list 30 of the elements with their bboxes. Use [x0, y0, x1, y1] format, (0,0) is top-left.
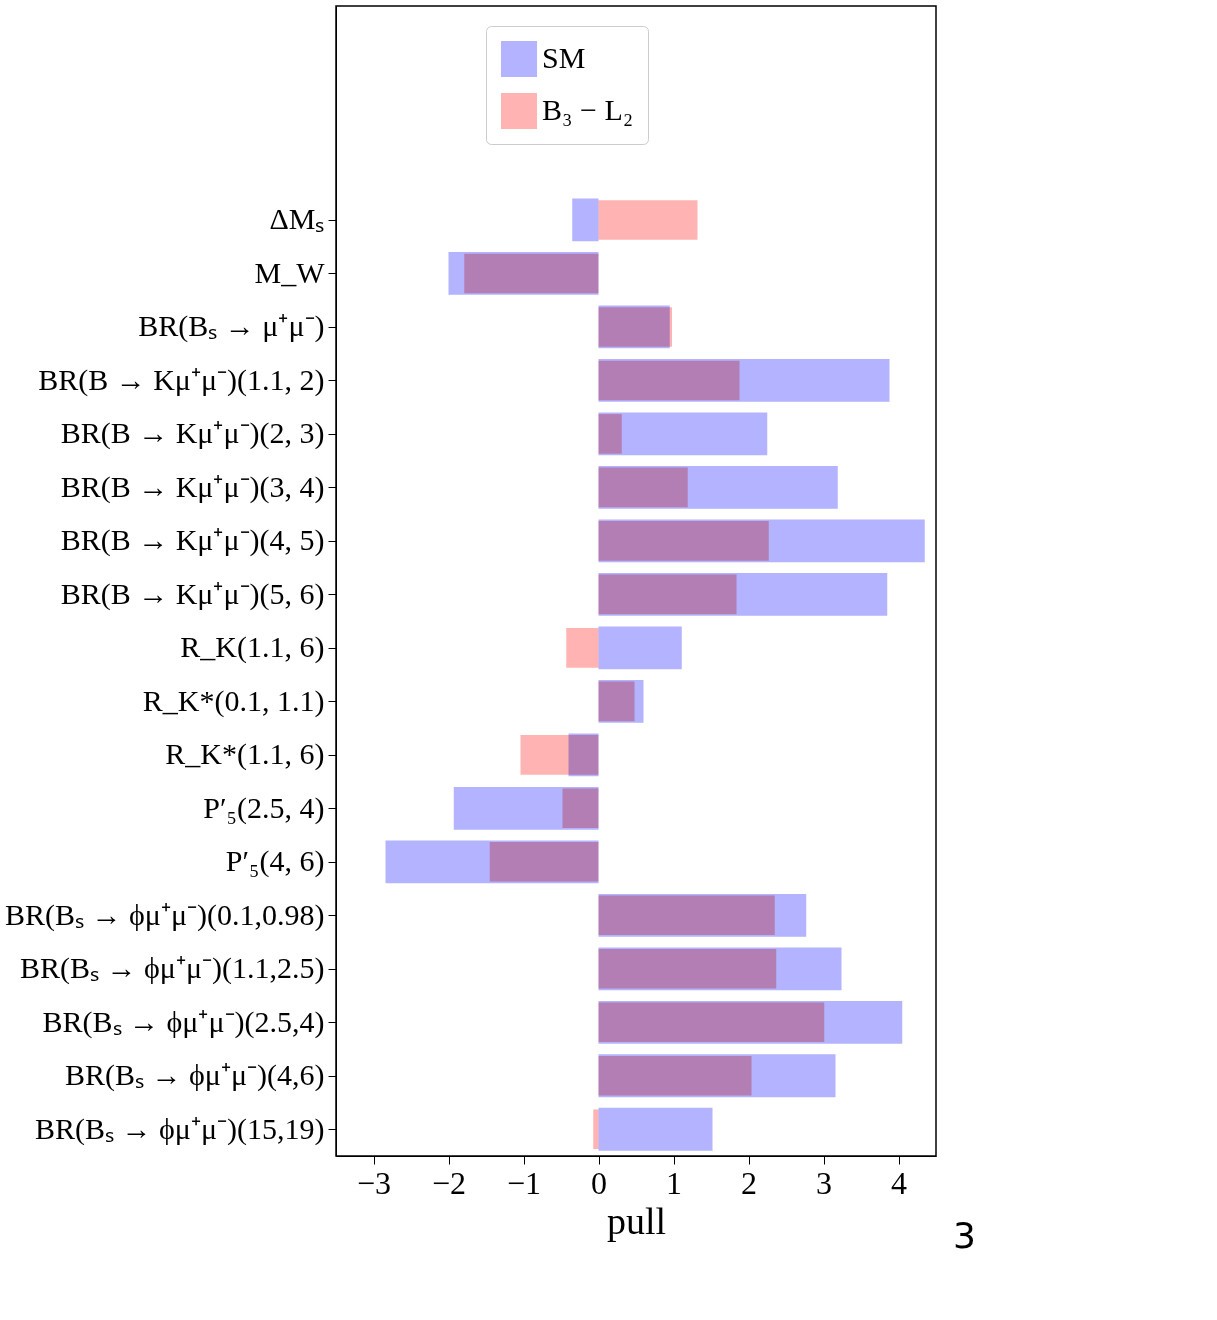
y-tick-label: M_W [254, 255, 326, 289]
x-axis-title: pull [606, 1199, 667, 1242]
y-tick-label: R_K(1.1, 6) [180, 630, 325, 665]
y-tick-label: BR(Bₛ → μ⁺μ⁻) [138, 309, 325, 344]
text: 3 [953, 1215, 976, 1256]
y-tick-label: P′₅(2.5, 4) [203, 790, 325, 825]
y-tick-label: R_K*(1.1, 6) [165, 737, 325, 772]
x-tick-label: −3 [356, 1164, 392, 1201]
legend-label: SM [542, 41, 586, 74]
y-tick-label: BR(Bₛ → ϕμ⁺μ⁻)(2.5,4) [42, 1004, 325, 1039]
y-tick-label: R_K*(0.1, 1.1) [142, 683, 325, 718]
y-tick-label: BR(Bₛ → ϕμ⁺μ⁻)(1.1,2.5) [20, 951, 325, 986]
x-tick-label: −2 [431, 1164, 467, 1201]
y-tick-label: BR(Bₛ → ϕμ⁺μ⁻)(4,6) [65, 1058, 325, 1093]
y-tick-label: BR(B → Kμ⁺μ⁻)(1.1, 2) [38, 362, 325, 397]
x-tick-label: 2 [741, 1164, 757, 1201]
x-tick-label: 3 [816, 1164, 832, 1201]
y-tick-label: BR(B → Kμ⁺μ⁻)(5, 6) [60, 576, 325, 611]
y-tick-label: BR(B → Kμ⁺μ⁻)(3, 4) [60, 469, 325, 504]
x-tick-label: 4 [891, 1164, 907, 1201]
y-tick-label: ΔMₛ [269, 202, 325, 236]
y-tick-label: BR(B → Kμ⁺μ⁻)(4, 5) [60, 523, 325, 558]
x-tick-label: 1 [666, 1164, 682, 1201]
y-tick-label: BR(Bₛ → ϕμ⁺μ⁻)(15,19) [35, 1111, 325, 1146]
x-tick-label: −1 [506, 1164, 542, 1201]
legend-label: B₃ − L₂ [542, 93, 634, 126]
y-tick-label: BR(Bₛ → ϕμ⁺μ⁻)(0.1,0.98) [5, 897, 325, 932]
y-tick-label: P′₅(4, 6) [225, 844, 325, 879]
y-tick-label: BR(B → Kμ⁺μ⁻)(2, 3) [60, 416, 325, 451]
x-tick-label: 0 [591, 1164, 607, 1201]
